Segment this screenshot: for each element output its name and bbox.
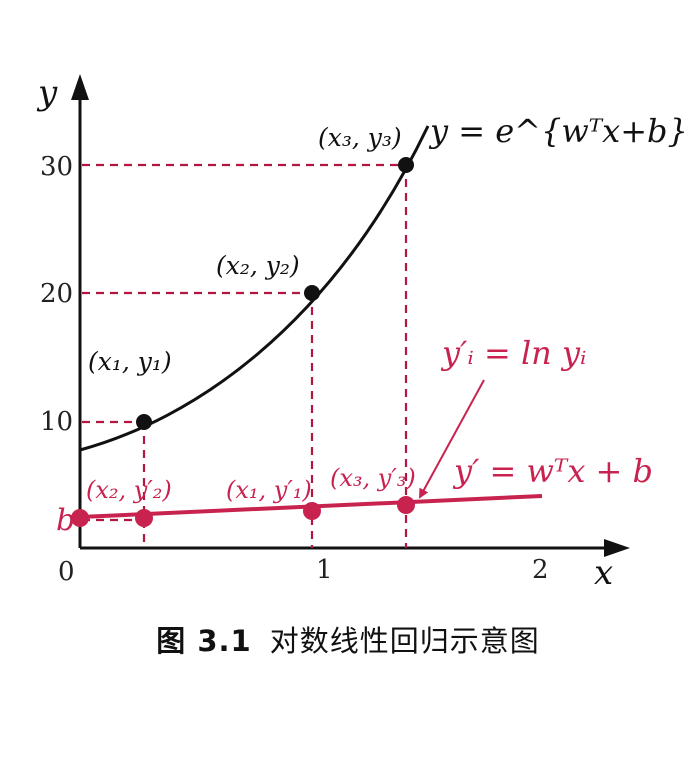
curve-point-3 xyxy=(398,157,414,173)
y-tick-label-20: 20 xyxy=(40,279,73,309)
y-intercept-label: b xyxy=(56,503,75,538)
log-transform-annotation: y′ᵢ = ln yᵢ xyxy=(440,334,586,372)
point-label-2: (x₂, y₂) xyxy=(216,251,300,280)
curve-point-1 xyxy=(136,414,152,430)
figure-caption: 图 3.1 对数线性回归示意图 xyxy=(0,618,696,660)
line-point-label-2: (x₂, y′₂) xyxy=(86,476,172,504)
linear-equation: y′ = wᵀx + b xyxy=(452,452,653,490)
exponential-curve xyxy=(79,125,430,452)
y-axis-arrow-icon xyxy=(71,74,89,100)
point-label-1: (x₁, y₁) xyxy=(88,347,172,376)
origin-tick-label: 0 xyxy=(58,557,75,587)
annotation-arrow xyxy=(419,379,485,499)
y-tick-label-30: 30 xyxy=(40,152,73,182)
point-label-3: (x₃, y₃) xyxy=(318,123,402,152)
line-point-3 xyxy=(397,496,415,514)
line-point-label-3: (x₃, y′₃) xyxy=(330,464,416,492)
line-point-b xyxy=(71,509,89,527)
x-axis-arrow-icon xyxy=(604,539,630,557)
caption-number: 图 3.1 xyxy=(156,624,252,658)
x-tick-label-1: 1 xyxy=(316,555,333,585)
line-point-1 xyxy=(135,509,153,527)
line-point-2 xyxy=(303,502,321,520)
curve-point-2 xyxy=(304,285,320,301)
y-axis-label: y xyxy=(36,73,58,113)
caption-title: 对数线性回归示意图 xyxy=(269,624,540,658)
line-point-label-1: (x₁, y′₁) xyxy=(226,476,312,504)
y-tick-label-10: 10 xyxy=(40,407,73,437)
x-tick-label-2: 2 xyxy=(532,555,549,585)
x-axis-label: x xyxy=(594,553,613,593)
exponential-equation: y = e^{wᵀx+b} xyxy=(428,112,688,150)
log-linear-regression-chart: x y 0 1 2 10 20 30 b (x₁, y₁) (x₂, y₂) xyxy=(36,73,688,593)
